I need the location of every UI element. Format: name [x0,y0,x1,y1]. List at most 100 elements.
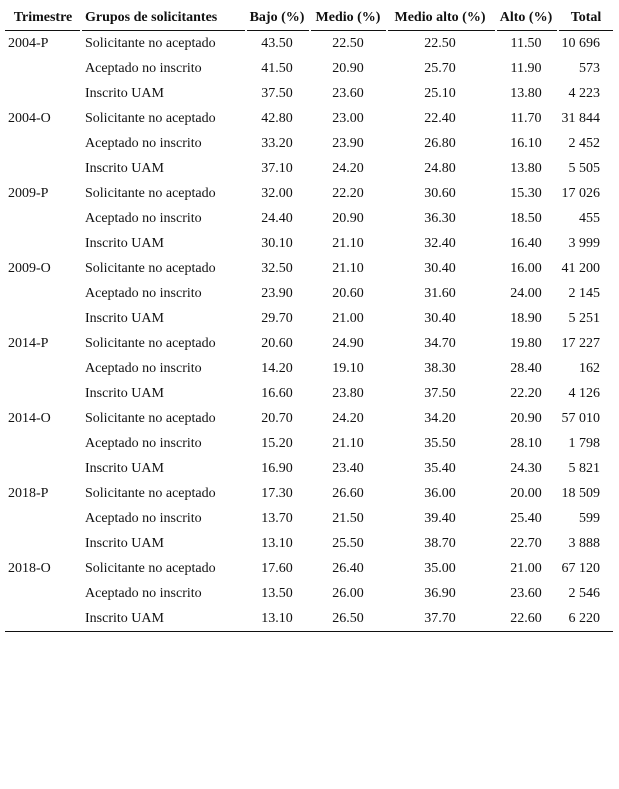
group-name: Aceptado no inscrito [85,61,202,76]
cell-value: 32.40 [424,236,456,251]
cell-value: 18 509 [562,486,601,501]
group-name: Aceptado no inscrito [85,436,202,451]
cell-value: 21.00 [510,561,542,576]
cell-value: 32.00 [261,186,293,201]
cell-value: 32.50 [261,261,293,276]
cell-value: 5 821 [569,461,601,476]
cell-value: 2 145 [569,286,601,301]
group-name: Inscrito UAM [85,311,164,326]
group-name: Solicitante no aceptado [85,111,216,126]
cell-value: 13.10 [261,611,293,626]
cell-value: 21.10 [332,436,364,451]
cell-value: 14.20 [261,361,293,376]
cell-value: 20.90 [510,411,542,426]
trimestre: 2009-P [8,186,49,201]
cell-value: 5 505 [569,161,601,176]
trimestre: 2018-O [8,561,51,576]
cell-value: 30.40 [424,261,456,276]
trimestre: 2014-P [8,336,49,351]
cell-value: 599 [579,511,600,526]
cell-value: 24.40 [261,211,293,226]
cell-value: 19.80 [510,336,542,351]
group-name: Aceptado no inscrito [85,361,202,376]
cell-value: 13.70 [261,511,293,526]
cell-value: 24.90 [332,336,364,351]
cell-value: 23.80 [332,386,364,401]
cell-value: 30.60 [424,186,456,201]
cell-value: 573 [579,61,600,76]
cell-value: 36.90 [424,586,456,601]
trimestre: 2014-O [8,411,51,426]
cell-value: 23.90 [261,286,293,301]
cell-value: 43.50 [261,36,293,51]
cell-value: 41 200 [562,261,601,276]
cell-value: 15.30 [510,186,542,201]
cell-value: 36.30 [424,211,456,226]
cell-value: 1 798 [569,436,601,451]
cell-value: 19.10 [332,361,364,376]
cell-value: 25.70 [424,61,456,76]
cell-value: 20.90 [332,61,364,76]
cell-value: 24.80 [424,161,456,176]
cell-value: 22.50 [332,36,364,51]
group-name: Inscrito UAM [85,86,164,101]
group-name: Solicitante no aceptado [85,486,216,501]
cell-value: 20.60 [332,286,364,301]
cell-value: 22.60 [510,611,542,626]
cell-value: 13.80 [510,86,542,101]
cell-value: 5 251 [569,311,601,326]
cell-value: 20.70 [261,411,293,426]
cell-value: 162 [579,361,600,376]
cell-value: 21.10 [332,261,364,276]
cell-value: 37.70 [424,611,456,626]
group-name: Aceptado no inscrito [85,136,202,151]
cell-value: 18.50 [510,211,542,226]
cell-value: 25.10 [424,86,456,101]
cell-value: 18.90 [510,311,542,326]
cell-value: 25.40 [510,511,542,526]
group-name: Inscrito UAM [85,536,164,551]
cell-value: 10 696 [562,36,601,51]
group-name: Aceptado no inscrito [85,286,202,301]
cell-value: 26.40 [332,561,364,576]
trimestre: 2004-P [8,36,49,51]
header-cell: Medio (%) [316,10,381,25]
cell-value: 37.50 [261,86,293,101]
cell-value: 23.40 [332,461,364,476]
cell-value: 35.50 [424,436,456,451]
cell-value: 33.20 [261,136,293,151]
cell-value: 20.90 [332,211,364,226]
cell-value: 22.20 [510,386,542,401]
trimestre: 2009-O [8,261,51,276]
cell-value: 455 [579,211,600,226]
cell-value: 23.60 [332,86,364,101]
cell-value: 4 223 [569,86,601,101]
cell-value: 30.10 [261,236,293,251]
cell-value: 11.70 [511,111,542,126]
cell-value: 23.60 [510,586,542,601]
header-cell: Grupos de solicitantes [85,10,218,25]
cell-value: 29.70 [261,311,293,326]
group-name: Solicitante no aceptado [85,561,216,576]
group-name: Aceptado no inscrito [85,586,202,601]
cell-value: 22.40 [424,111,456,126]
cell-value: 26.00 [332,586,364,601]
cell-value: 34.70 [424,336,456,351]
cell-value: 23.00 [332,111,364,126]
cell-value: 24.30 [510,461,542,476]
cell-value: 16.60 [261,386,293,401]
cell-value: 34.20 [424,411,456,426]
group-name: Solicitante no aceptado [85,336,216,351]
cell-value: 24.20 [332,411,364,426]
cell-value: 28.40 [510,361,542,376]
cell-value: 2 452 [569,136,601,151]
cell-value: 24.00 [510,286,542,301]
cell-value: 16.40 [510,236,542,251]
header-cell: Medio alto (%) [395,10,486,25]
header-cell: Trimestre [14,10,73,25]
cell-value: 16.00 [510,261,542,276]
header-cell: Bajo (%) [250,10,305,25]
cell-value: 35.00 [424,561,456,576]
cell-value: 35.40 [424,461,456,476]
cell-value: 13.50 [261,586,293,601]
